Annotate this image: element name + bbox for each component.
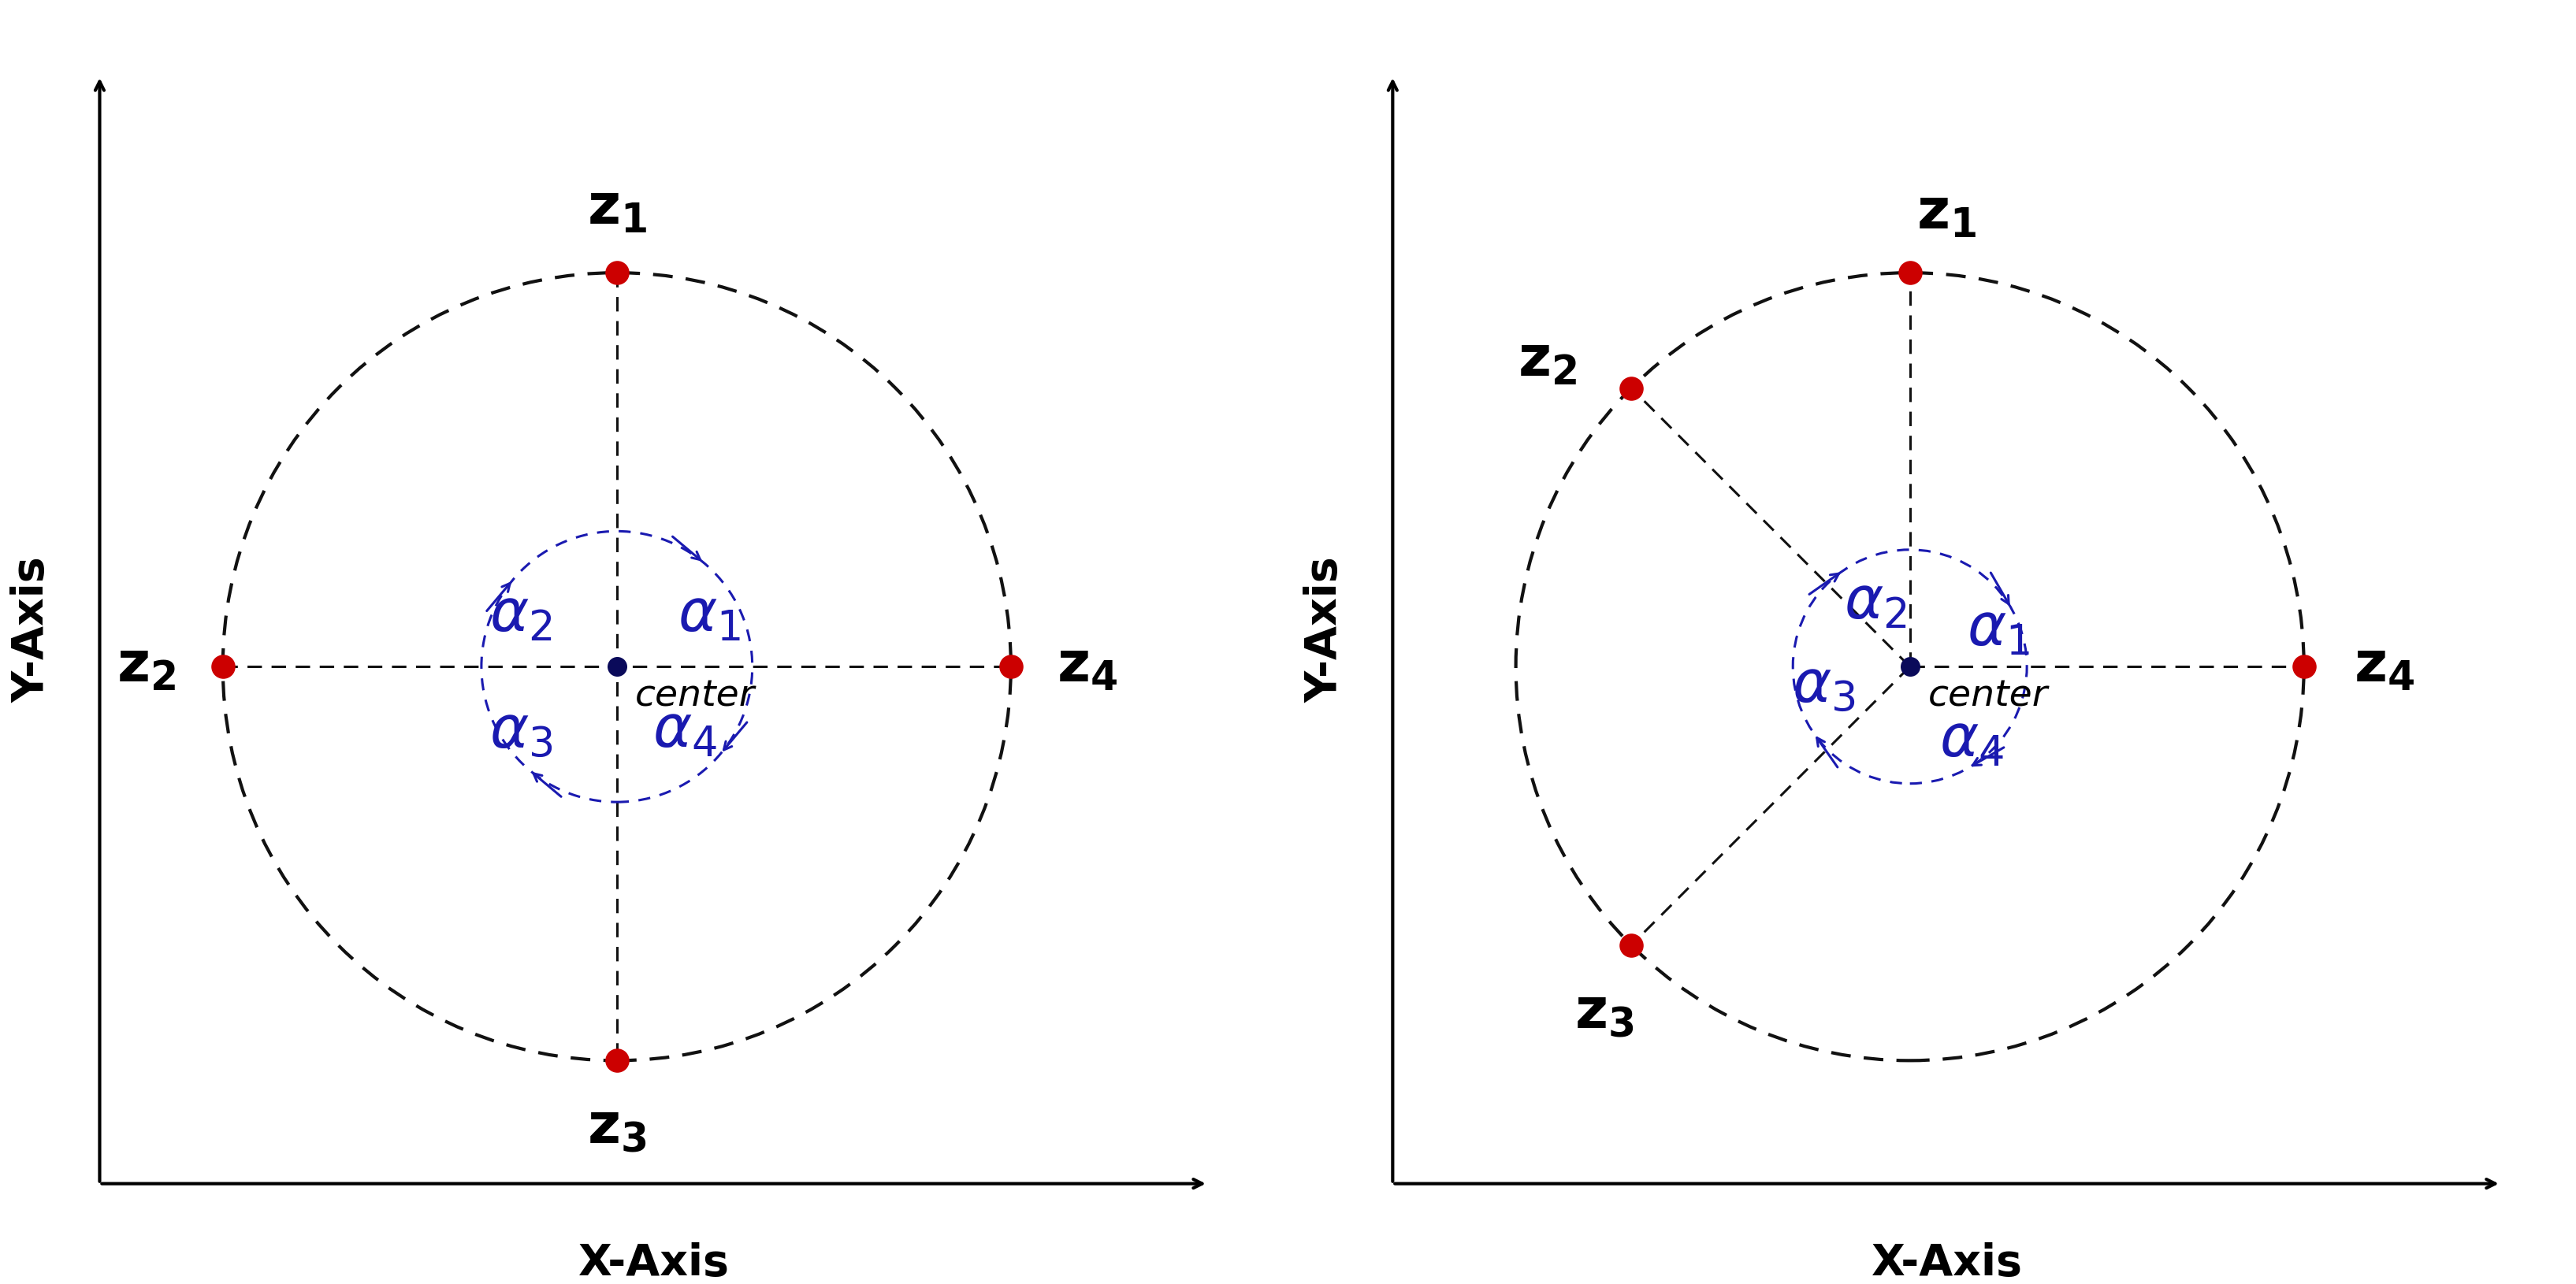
Text: center: center bbox=[1929, 679, 2048, 714]
Text: $\alpha_{1}$: $\alpha_{1}$ bbox=[1968, 601, 2030, 659]
Text: $\mathbf{z_3}$: $\mathbf{z_3}$ bbox=[1574, 986, 1633, 1040]
Text: $\alpha_{4}$: $\alpha_{4}$ bbox=[1940, 711, 2004, 769]
Text: $\alpha_{3}$: $\alpha_{3}$ bbox=[1793, 656, 1855, 714]
Text: $\alpha_{2}$: $\alpha_{2}$ bbox=[1844, 574, 1906, 632]
Text: Y-Axis: Y-Axis bbox=[1303, 556, 1347, 702]
Text: $\mathbf{z_2}$: $\mathbf{z_2}$ bbox=[116, 639, 175, 693]
Text: $\mathbf{z_1}$: $\mathbf{z_1}$ bbox=[587, 181, 647, 236]
Text: X-Axis: X-Axis bbox=[1870, 1243, 2022, 1284]
Text: $\alpha_{2}$: $\alpha_{2}$ bbox=[489, 587, 551, 643]
Text: $\mathbf{z_1}$: $\mathbf{z_1}$ bbox=[1917, 186, 1976, 241]
Text: $\mathbf{z_4}$: $\mathbf{z_4}$ bbox=[2354, 639, 2414, 693]
Text: $\mathbf{z_3}$: $\mathbf{z_3}$ bbox=[587, 1102, 647, 1156]
Text: $\alpha_{3}$: $\alpha_{3}$ bbox=[489, 702, 551, 759]
Text: center: center bbox=[636, 679, 755, 714]
Text: X-Axis: X-Axis bbox=[577, 1243, 729, 1284]
Text: Y-Axis: Y-Axis bbox=[10, 556, 54, 702]
Text: $\mathbf{z_2}$: $\mathbf{z_2}$ bbox=[1517, 334, 1577, 388]
Text: $\alpha_{1}$: $\alpha_{1}$ bbox=[677, 587, 742, 643]
Text: $\mathbf{z_4}$: $\mathbf{z_4}$ bbox=[1056, 639, 1118, 693]
Text: $\alpha_{4}$: $\alpha_{4}$ bbox=[652, 702, 716, 759]
